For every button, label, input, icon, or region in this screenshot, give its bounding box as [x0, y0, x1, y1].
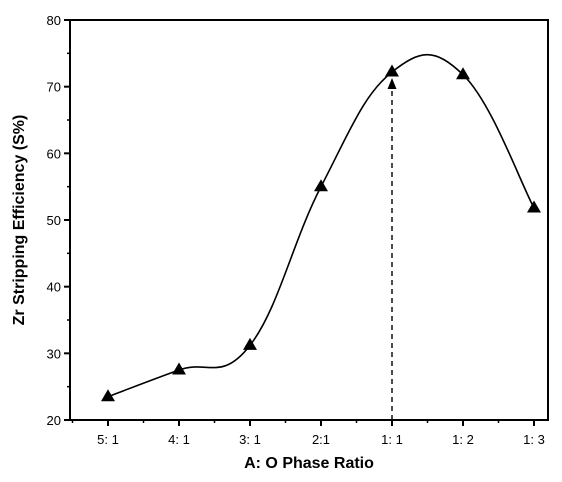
- y-tick-label: 30: [47, 346, 61, 361]
- curve-layer: [107, 53, 535, 398]
- y-axis-title: Zr Stripping Efficiency (S%): [11, 115, 28, 326]
- x-tick-label: 1: 1: [381, 432, 403, 447]
- x-tick-label: 3: 1: [239, 432, 261, 447]
- data-point-marker: [172, 362, 186, 375]
- marker-layer: [101, 64, 541, 402]
- y-tick-label: 40: [47, 280, 61, 295]
- plot-frame: [69, 19, 549, 421]
- x-tick-label: 5: 1: [97, 432, 119, 447]
- y-tick-label: 80: [47, 13, 61, 28]
- x-tick-label: 1: 3: [523, 432, 545, 447]
- series-line: [107, 53, 535, 398]
- x-axis-title: A: O Phase Ratio: [244, 455, 374, 472]
- y-tick-label: 50: [47, 213, 61, 228]
- annotation-arrowhead: [387, 78, 397, 89]
- x-tick-label: 4: 1: [168, 432, 190, 447]
- data-point-marker: [101, 389, 115, 402]
- x-tick-label: 1: 2: [452, 432, 474, 447]
- data-point-marker: [385, 64, 399, 77]
- x-tick-label: 2:1: [312, 432, 330, 447]
- y-tick-label: 60: [47, 146, 61, 161]
- annotation-layer: [387, 78, 397, 420]
- data-point-marker: [243, 337, 257, 350]
- y-tick-label: 70: [47, 80, 61, 95]
- data-point-marker: [456, 67, 470, 80]
- data-point-marker: [527, 200, 541, 213]
- label-layer: A: O Phase Ratio Zr Stripping Efficiency…: [11, 13, 545, 472]
- axes: [64, 19, 549, 426]
- y-tick-label: 20: [47, 413, 61, 428]
- data-point-marker: [314, 179, 328, 192]
